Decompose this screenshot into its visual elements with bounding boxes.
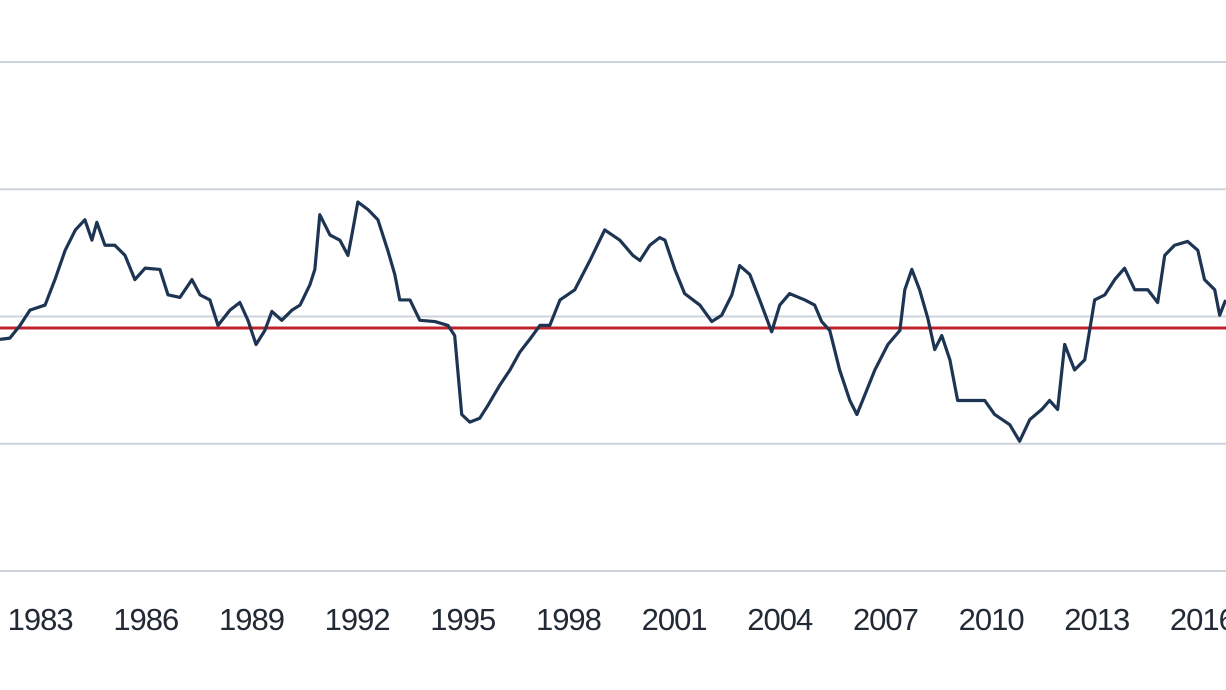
x-tick-label: 1983 xyxy=(8,602,73,637)
x-tick-label: 1998 xyxy=(536,602,601,637)
x-tick-label: 2004 xyxy=(747,602,813,637)
x-tick-label: 1995 xyxy=(430,602,495,637)
x-tick-label: 2016 xyxy=(1170,602,1226,637)
x-tick-label: 1992 xyxy=(325,602,390,637)
x-tick-label: 1989 xyxy=(219,602,284,637)
x-tick-label: 2001 xyxy=(642,602,707,637)
x-tick-label: 2010 xyxy=(959,602,1025,637)
x-tick-label: 2007 xyxy=(853,602,918,637)
data-line xyxy=(0,200,1226,443)
x-tick-label: 1986 xyxy=(113,602,178,637)
x-tick-label: 2013 xyxy=(1064,602,1129,637)
